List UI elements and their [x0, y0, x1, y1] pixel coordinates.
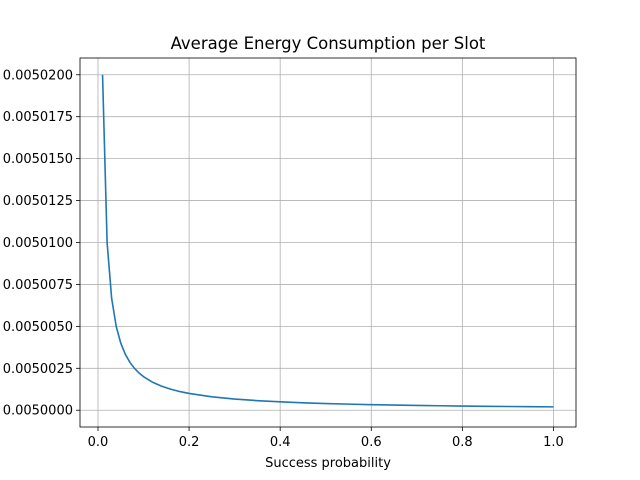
y-tick-label: 0.0050100 — [3, 236, 73, 251]
x-tick-label: 0.2 — [179, 435, 200, 450]
y-tick-label: 0.0050050 — [3, 320, 73, 335]
y-tick-label: 0.0050075 — [3, 278, 73, 293]
chart-title: Average Energy Consumption per Slot — [171, 34, 486, 53]
series-line — [101, 74, 554, 408]
y-tick-label: 0.0050000 — [3, 404, 73, 419]
y-tick-label: 0.0050025 — [3, 362, 73, 377]
x-tick-label: 0.8 — [452, 435, 473, 450]
series-layer — [101, 74, 554, 408]
y-tick-label: 0.0050125 — [3, 194, 73, 209]
y-tick-label: 0.0050175 — [3, 110, 73, 125]
tick-layer: 0.0 0.2 0.4 0.6 0.8 1.0 0.0050000 0.0050025 0.00… — [3, 68, 564, 450]
x-tick-label: 0.4 — [270, 435, 291, 450]
x-axis-label: Success probability — [265, 456, 391, 471]
x-tick-label: 0.0 — [88, 435, 109, 450]
x-tick-label: 1.0 — [543, 435, 564, 450]
y-tick-label: 0.0050150 — [3, 152, 73, 167]
grid-layer — [80, 58, 576, 427]
x-tick-label: 0.6 — [361, 435, 382, 450]
y-tick-label: 0.0050200 — [3, 68, 73, 83]
